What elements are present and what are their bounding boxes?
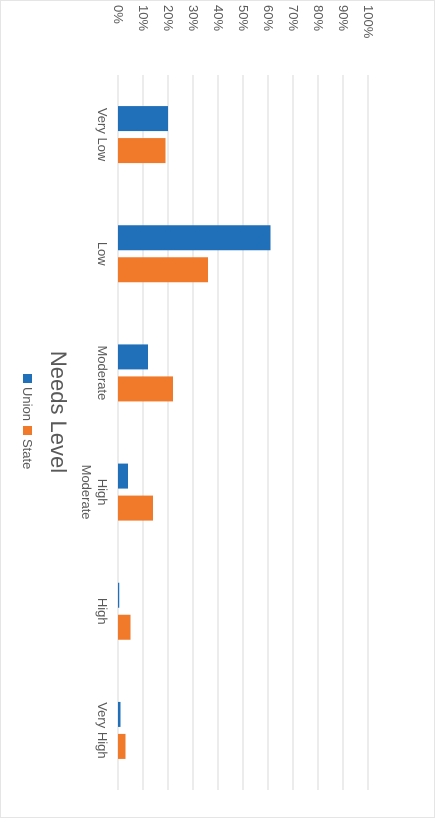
y-tick-label: 60% [261,5,276,31]
legend-label-state: State [20,439,35,469]
bar-union-3 [118,463,128,489]
y-axis-ticks: 0% 10% 20% 30% 40% 50% 60% 70% 80% 90% 100% [111,5,376,39]
legend-label-union: Union [20,387,35,421]
category-label-line: Moderate [79,465,94,520]
bar-union-1 [118,225,271,251]
bars [118,106,271,759]
category-label: Moderate [95,345,110,400]
bar-union-5 [118,701,121,727]
y-tick-label: 80% [311,5,326,31]
y-tick-label: 40% [211,5,226,31]
legend-swatch-union [23,374,32,383]
bar-state-0 [118,138,166,164]
y-tick-label: 0% [111,5,126,24]
y-tick-label: 100% [361,5,376,39]
category-label-line: Very High [95,702,110,758]
bar-state-4 [118,614,131,640]
legend-swatch-state [23,426,32,435]
y-tick-label: 30% [186,5,201,31]
bar-state-5 [118,733,126,759]
y-tick-label: 90% [336,5,351,31]
bar-state-1 [118,257,208,283]
category-label: Very Low [95,108,110,162]
bar-union-0 [118,106,168,132]
bar-union-4 [118,582,120,608]
y-tick-label: 70% [286,5,301,31]
category-labels: Very LowLowModerateHighModerateHighVery … [79,108,110,759]
legend: Union State [20,374,35,469]
category-label-line: Very Low [95,108,110,162]
gridlines [117,75,369,790]
rotated-chart-group: 0% 10% 20% 30% 40% 50% 60% 70% 80% 90% 100% Very L… [20,5,376,790]
category-label-line: Low [95,242,110,266]
category-label: HighModerate [79,465,110,520]
bar-state-2 [118,376,173,402]
category-label: Very High [95,702,110,758]
y-tick-label: 20% [161,5,176,31]
category-label-line: Moderate [95,345,110,400]
y-tick-label: 50% [236,5,251,31]
category-label-line: High [95,598,110,625]
bar-state-3 [118,495,153,521]
category-label: Low [95,242,110,266]
y-tick-label: 10% [136,5,151,31]
category-label-line: High [95,479,110,506]
category-label: High [95,598,110,625]
bar-union-2 [118,344,148,370]
chart-title: Needs Level [46,351,71,473]
